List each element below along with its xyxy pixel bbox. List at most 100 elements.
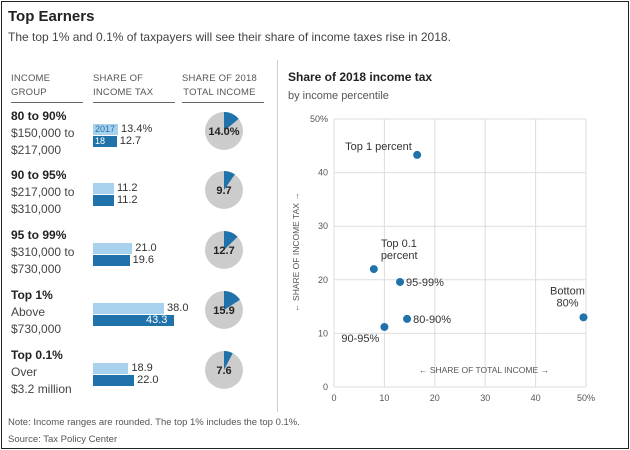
x-tick-label: 0 bbox=[331, 393, 336, 403]
panel-divider bbox=[277, 60, 278, 412]
income-group-label: Top 0.1% Over $3.2 million bbox=[11, 347, 72, 398]
graphic-subtitle: The top 1% and 0.1% of taxpayers will se… bbox=[8, 30, 451, 44]
scatter-point bbox=[579, 313, 588, 322]
col-header-line: INCOME TAX bbox=[93, 87, 154, 98]
group-name: Top 0.1% bbox=[11, 348, 63, 362]
col-header-line: SHARE OF 2018 bbox=[182, 73, 257, 84]
y-tick-label: 40 bbox=[318, 168, 328, 178]
x-tick-label: 20 bbox=[430, 393, 440, 403]
bar-2018 bbox=[93, 255, 130, 266]
group-range: $3.2 million bbox=[11, 382, 72, 396]
group-name: 95 to 99% bbox=[11, 228, 67, 242]
pie-value-label: 7.6 bbox=[216, 365, 231, 377]
bar-2017 bbox=[93, 243, 133, 254]
bar-2017 bbox=[93, 124, 119, 135]
chart-title: Share of 2018 income tax bbox=[288, 70, 433, 84]
point-label: Top 0.1 percent bbox=[381, 238, 418, 262]
graphic-title: Top Earners bbox=[8, 8, 95, 25]
point-label-line: 90-95% bbox=[341, 333, 379, 345]
group-range: $217,000 bbox=[11, 143, 62, 157]
x-tick-label: 50% bbox=[577, 393, 595, 403]
bar-2017 bbox=[93, 303, 165, 314]
bar-2017 bbox=[93, 363, 129, 374]
pie-slice bbox=[224, 171, 235, 190]
x-tick-label: 40 bbox=[531, 393, 541, 403]
income-group-label: 90 to 95% $217,000 to $310,000 bbox=[11, 167, 74, 218]
y-tick-label: 0 bbox=[323, 382, 328, 392]
bar-value-2018: 12.7 bbox=[119, 135, 142, 147]
bar-year-label: 2017 bbox=[95, 124, 116, 134]
bar-value-2017: 38.0 bbox=[167, 302, 189, 314]
bar-value-2018: 11.2 bbox=[116, 194, 138, 206]
y-tick-label: 50% bbox=[310, 114, 328, 124]
income-table: INCOME GROUP SHARE OF INCOME TAX SHARE O… bbox=[8, 60, 274, 412]
group-name: Top 1% bbox=[11, 288, 53, 302]
col-header-share-tax: SHARE OF INCOME TAX bbox=[93, 72, 153, 100]
point-label-line: 80% bbox=[556, 297, 578, 309]
col-header-rule bbox=[93, 102, 175, 103]
group-range: $150,000 to bbox=[11, 126, 75, 140]
group-range: $310,000 bbox=[11, 202, 62, 216]
pie-slice bbox=[224, 112, 239, 131]
income-share-pie: 14.0% bbox=[205, 112, 243, 150]
pie-value-label: 15.9 bbox=[213, 305, 234, 317]
group-range: $310,000 to bbox=[11, 245, 75, 259]
point-label-line: Bottom bbox=[550, 285, 585, 297]
scatter-plot: 0 10 20 30 40 50% 0 10 20 30 40 50% ← SHARE OF TOTAL… bbox=[291, 114, 595, 403]
point-label: 90-95% bbox=[341, 333, 379, 345]
point-label: Bottom 80% bbox=[550, 285, 585, 309]
income-group-label: 80 to 90% $150,000 to $217,000 bbox=[11, 108, 74, 159]
col-header-line: GROUP bbox=[11, 87, 47, 98]
x-tick-label: 10 bbox=[379, 393, 389, 403]
bar-value-2017: 18.9 bbox=[131, 362, 153, 374]
pie-slice bbox=[224, 231, 238, 250]
pie-slice bbox=[224, 351, 233, 370]
x-tick-label: 30 bbox=[480, 393, 490, 403]
col-header-line: INCOME bbox=[11, 73, 51, 84]
income-group-label: 95 to 99% $310,000 to $730,000 bbox=[11, 227, 74, 278]
point-label-line: 80-90% bbox=[413, 314, 451, 326]
source-line: Source: Tax Policy Center bbox=[8, 434, 118, 445]
group-range: Over bbox=[11, 365, 38, 379]
point-label-line: Top 0.1 bbox=[381, 238, 417, 250]
bar-2017 bbox=[93, 183, 114, 194]
bar-value-2018: 43.3 bbox=[145, 314, 168, 326]
bar-value-2017: 13.4% bbox=[121, 123, 153, 135]
pie-value-label: 9.7 bbox=[216, 185, 231, 197]
point-label-line: percent bbox=[381, 250, 418, 262]
scatter-point bbox=[396, 277, 405, 286]
col-header-rule bbox=[182, 102, 264, 103]
income-group-label: Top 1% Above $730,000 bbox=[11, 287, 61, 338]
scatter-point bbox=[380, 322, 389, 331]
y-axis-label: ← SHARE OF INCOME TAX → bbox=[291, 192, 301, 312]
income-share-pie: 12.7 bbox=[205, 231, 243, 269]
group-range: $730,000 bbox=[11, 262, 62, 276]
col-header-income-group: INCOME GROUP bbox=[11, 72, 50, 100]
point-label: 80-90% bbox=[413, 314, 451, 326]
pie-value-label: 14.0% bbox=[208, 126, 239, 138]
income-share-pie: 15.9 bbox=[205, 291, 243, 329]
footnote: Note: Income ranges are rounded. The top… bbox=[8, 417, 300, 428]
group-range: $217,000 to bbox=[11, 185, 75, 199]
point-label: Top 1 percent bbox=[345, 141, 412, 153]
pie-value-label: 12.7 bbox=[213, 245, 234, 257]
bar-year-label: 18 bbox=[95, 136, 106, 146]
scatter-point bbox=[413, 150, 422, 159]
point-label: 95-99% bbox=[406, 277, 444, 289]
bar-value-2017: 21.0 bbox=[135, 242, 157, 254]
point-label-line: 95-99% bbox=[406, 277, 444, 289]
group-name: 80 to 90% bbox=[11, 109, 67, 123]
scatter-point bbox=[369, 265, 378, 274]
col-header-line: SHARE OF bbox=[93, 73, 144, 84]
scatter-point bbox=[403, 314, 412, 323]
pie-slice bbox=[224, 291, 240, 310]
bar-2018 bbox=[93, 195, 114, 206]
group-range: $730,000 bbox=[11, 322, 62, 336]
y-tick-label: 30 bbox=[318, 221, 328, 231]
col-header-share-income: SHARE OF 2018 TOTAL INCOME bbox=[182, 72, 257, 100]
bar-2018 bbox=[93, 315, 174, 326]
col-header-line: TOTAL INCOME bbox=[183, 87, 256, 98]
point-label-line: Top 1 percent bbox=[345, 141, 412, 153]
bar-value-2018: 19.6 bbox=[132, 254, 155, 266]
